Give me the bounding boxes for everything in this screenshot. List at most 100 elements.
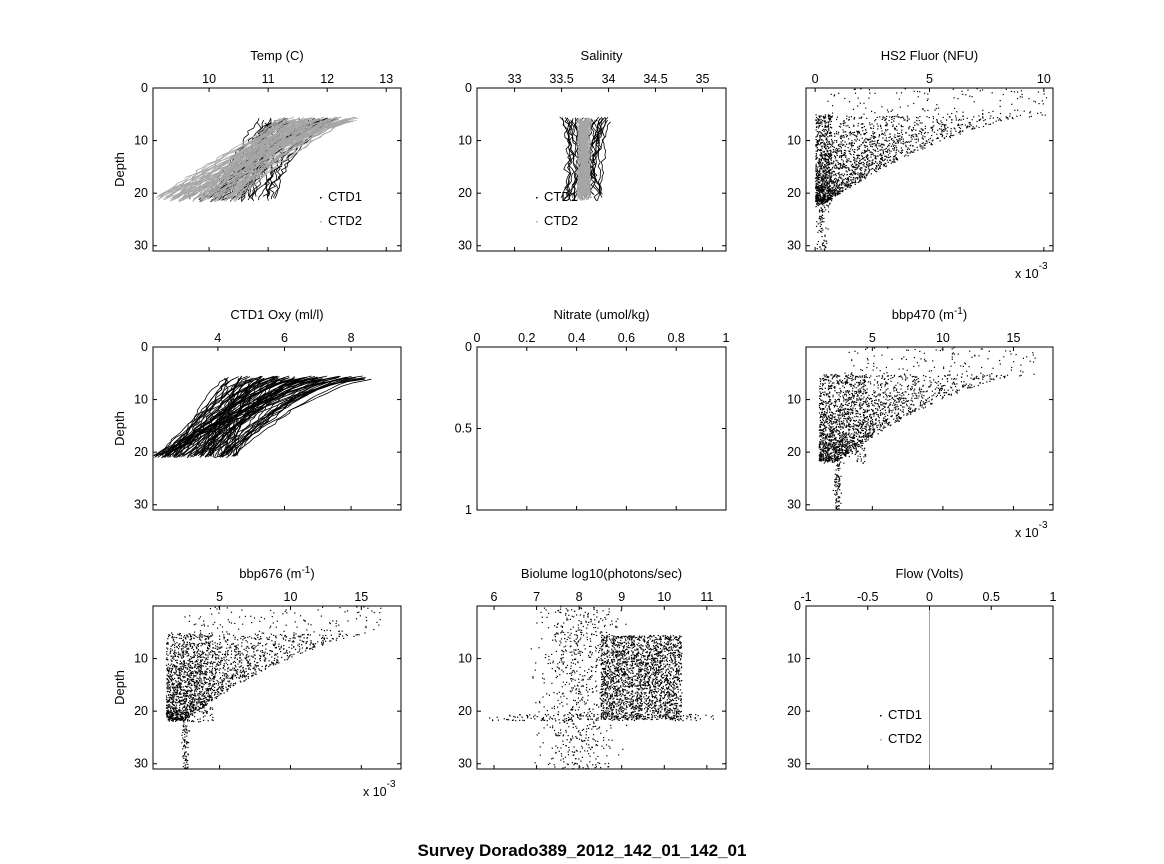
scatter-point: [922, 135, 924, 137]
scatter-point: [1013, 91, 1015, 93]
scatter-point: [821, 154, 823, 156]
scatter-point: [862, 423, 864, 425]
scatter-point: [893, 155, 896, 157]
scatter-point: [865, 411, 867, 413]
scatter-point: [894, 129, 896, 131]
scatter-point: [839, 432, 841, 434]
scatter-point: [825, 193, 827, 195]
scatter-point: [860, 427, 862, 429]
scatter-point: [830, 159, 832, 161]
scatter-point: [817, 166, 819, 168]
scatter-point: [865, 175, 867, 177]
scatter-point: [833, 406, 835, 408]
scatter-point: [880, 384, 882, 386]
scatter-point: [848, 423, 850, 425]
scatter-point: [824, 191, 826, 194]
scatter-point: [823, 157, 826, 159]
scatter-point: [831, 458, 833, 460]
scatter-point: [838, 193, 840, 195]
scatter-point: [833, 455, 835, 457]
scatter-point: [881, 375, 883, 377]
scatter-point: [856, 392, 858, 394]
scatter-point: [859, 162, 861, 164]
scatter-point: [819, 377, 821, 380]
scatter-point: [875, 158, 877, 160]
scatter-point: [875, 418, 877, 420]
scatter-point: [816, 203, 818, 205]
scatter-point: [821, 135, 823, 137]
scatter-point: [844, 141, 846, 143]
scatter-point: [893, 141, 895, 143]
scatter-point: [819, 117, 821, 119]
scatter-point: [924, 143, 926, 145]
scatter-point: [826, 164, 828, 167]
scatter-point: [828, 435, 830, 438]
scatter-point: [820, 139, 822, 141]
scatter-point: [824, 129, 826, 131]
scatter-point: [1028, 116, 1031, 118]
scatter-point: [888, 422, 890, 424]
scatter-point: [856, 459, 858, 462]
scatter-point: [859, 376, 861, 378]
scatter-point: [897, 116, 899, 118]
scatter-point: [912, 409, 914, 411]
scatter-point: [827, 196, 829, 198]
scatter-point: [916, 395, 918, 397]
scatter-point: [863, 385, 865, 388]
scatter-point: [853, 394, 855, 396]
scatter-point: [844, 183, 846, 185]
scatter-point: [841, 167, 843, 169]
scatter-point: [839, 123, 842, 125]
scatter-point: [845, 380, 847, 382]
scatter-point: [898, 408, 900, 410]
scatter-point: [818, 193, 821, 195]
scatter-point: [870, 135, 872, 137]
scatter-point: [884, 155, 886, 157]
scatter-point: [821, 147, 823, 149]
scatter-point: [822, 391, 824, 393]
scatter-point: [865, 129, 867, 131]
scatter-point: [845, 413, 848, 416]
scatter-point: [827, 159, 829, 161]
scatter-point: [820, 210, 823, 212]
scatter-point: [924, 402, 926, 404]
scatter-point: [833, 456, 835, 458]
scatter-point: [821, 129, 823, 131]
scatter-point: [824, 176, 826, 179]
scatter-point: [936, 120, 938, 122]
scatter-point: [829, 460, 831, 462]
plot-area: [477, 347, 726, 510]
scatter-point: [941, 123, 943, 126]
scatter-point: [899, 397, 901, 399]
scatter-point: [853, 429, 855, 431]
scatter-point: [838, 480, 840, 482]
scatter-point: [875, 156, 877, 158]
scatter-point: [842, 395, 844, 397]
y-tick-label: 10: [458, 134, 472, 148]
scatter-point: [827, 125, 829, 127]
scatter-point: [822, 172, 824, 174]
scatter-point: [819, 119, 821, 121]
scatter-point: [818, 126, 820, 128]
scatter-point: [843, 154, 845, 156]
scatter-point: [894, 147, 896, 149]
subplot-title: Temp (C): [250, 48, 303, 63]
scatter-point: [821, 185, 823, 187]
scatter-point: [872, 133, 874, 135]
scatter-point: [910, 389, 912, 391]
scatter-point: [845, 433, 847, 435]
scatter-point: [961, 90, 963, 92]
scatter-point: [822, 437, 825, 439]
scatter-point: [928, 117, 930, 119]
scatter-point: [1043, 93, 1045, 95]
scatter-point: [831, 430, 833, 432]
scatter-point: [832, 432, 835, 434]
scatter-point: [871, 160, 873, 162]
scatter-point: [860, 117, 862, 119]
scatter-point: [850, 185, 852, 187]
scatter-point: [944, 128, 946, 130]
scatter-point: [960, 381, 962, 383]
scatter-point: [829, 434, 831, 436]
scatter-point: [846, 404, 848, 406]
scatter-point: [839, 188, 841, 190]
